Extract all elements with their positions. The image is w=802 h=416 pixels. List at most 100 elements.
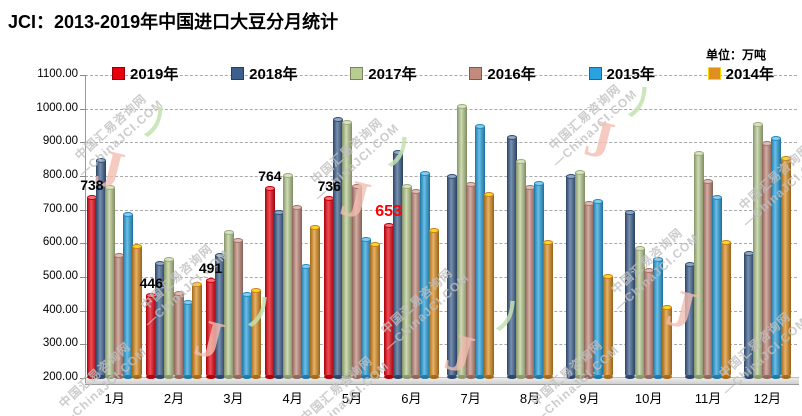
bar-base (543, 374, 554, 379)
bar-base (753, 374, 764, 379)
bar-cap (310, 224, 321, 230)
data-label: 653 (375, 203, 402, 221)
bar (515, 158, 526, 379)
bar (401, 184, 412, 379)
bar-base (155, 374, 166, 379)
bar-base (515, 374, 526, 379)
bar-base (506, 374, 517, 379)
bar-cap (515, 158, 526, 164)
bar-base (86, 374, 97, 379)
bar-cap (771, 136, 782, 142)
bar-base (96, 374, 107, 379)
bar-cap (661, 305, 672, 311)
bar-base (132, 374, 143, 379)
month-label: 3月 (223, 391, 244, 406)
legend-item: 2017年 (350, 63, 417, 84)
bar-base (652, 374, 663, 379)
bar-cap (132, 244, 143, 250)
bar-cap (634, 246, 645, 252)
bar-base (164, 374, 175, 379)
bar-base (241, 374, 252, 379)
gridline (85, 277, 797, 278)
bar-base (214, 374, 225, 379)
gridline (85, 75, 797, 76)
watermark-logo-j-icon: J (579, 106, 620, 172)
bar-base (182, 374, 193, 379)
bar-base (762, 374, 773, 379)
bar-cap (474, 123, 485, 129)
bar-cap (506, 135, 517, 141)
bar-base (274, 374, 285, 379)
legend-marker (231, 67, 245, 80)
bar (223, 230, 234, 379)
y-axis-tick (80, 277, 86, 278)
bar-base (456, 374, 467, 379)
bar (483, 191, 494, 379)
bar-cap (123, 211, 134, 217)
bar (283, 173, 294, 379)
bar-base (383, 374, 394, 379)
bar (392, 150, 403, 379)
bar-base (684, 374, 695, 379)
bar-base (634, 374, 645, 379)
y-axis-label: 700.00 (42, 202, 78, 215)
bar-base (351, 374, 362, 379)
month-label: 5月 (341, 391, 363, 406)
bar (575, 169, 586, 379)
watermark-tile: 中国汇易咨询网—ChinaJCI.COM (66, 86, 167, 181)
bar-base (410, 374, 421, 379)
bar-cap (232, 237, 243, 243)
bar-base (223, 374, 234, 379)
legend-label: 2014年 (725, 66, 774, 83)
bar-base (401, 374, 412, 379)
bar (534, 181, 545, 379)
bar-cap (360, 236, 371, 242)
bar-cap (173, 291, 184, 297)
bar-cap (780, 156, 791, 162)
bar (351, 184, 362, 379)
bar-cap (401, 184, 412, 190)
legend-item: 2018年 (231, 63, 298, 84)
bar-base (566, 374, 577, 379)
bar-base (264, 374, 275, 379)
bar-base (712, 374, 723, 379)
gridline (85, 310, 797, 312)
bar-base (301, 374, 312, 379)
y-axis-tick (80, 378, 86, 379)
bar-base (465, 374, 476, 379)
watermark-accent-icon: ノ (618, 80, 660, 126)
bar-cap (164, 256, 175, 262)
bar-base (232, 374, 243, 379)
bar-cap (652, 257, 663, 263)
bar-cap (392, 150, 403, 156)
gridline (85, 142, 797, 144)
bar (634, 246, 645, 379)
legend-marker (707, 67, 721, 80)
bar (132, 244, 143, 379)
bar (191, 281, 202, 379)
bar (123, 211, 134, 379)
bar-cap (419, 170, 430, 176)
y-axis-label: 800.00 (42, 169, 78, 181)
y-axis-line (85, 75, 86, 383)
bar (456, 103, 467, 379)
bar-base (584, 374, 595, 379)
legend-marker (350, 67, 364, 80)
bar-base (292, 374, 303, 379)
bar-base (205, 374, 216, 379)
bar-base (575, 374, 586, 379)
bar-base (744, 374, 755, 379)
bar-base (191, 374, 202, 379)
bar-cap (534, 181, 545, 187)
bar-cap (543, 240, 554, 246)
bar-cap (753, 121, 764, 127)
bar-cap (351, 184, 362, 190)
bar (429, 228, 440, 379)
bar-cap (105, 185, 116, 191)
bar (292, 205, 303, 379)
y-axis-tick (80, 142, 86, 144)
gridline (85, 243, 797, 245)
bar-cap (251, 287, 262, 293)
bar-cap (593, 198, 604, 204)
bar-cap (712, 194, 723, 200)
